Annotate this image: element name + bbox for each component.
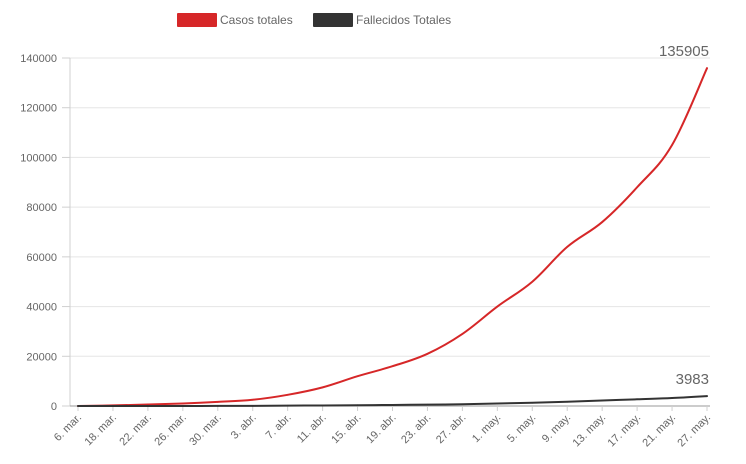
data-point [216, 401, 219, 403]
data-point [321, 386, 324, 389]
x-tick-label: 6. mar. [52, 412, 84, 444]
data-point [636, 186, 638, 189]
x-tick-label: 19. abr. [364, 412, 398, 446]
y-tick-label: 0 [51, 401, 57, 413]
data-point [531, 401, 534, 404]
grid [70, 57, 710, 407]
x-tick-label: 11. abr. [295, 412, 329, 446]
data-point [147, 403, 149, 406]
data-point [601, 399, 603, 402]
x-tick-label: 17. may. [605, 412, 643, 450]
data-point [182, 402, 184, 405]
data-point [356, 375, 359, 377]
data-point [566, 246, 569, 248]
data-point [251, 398, 254, 401]
data-point [671, 397, 673, 399]
data-point [182, 405, 184, 407]
data-point [461, 403, 464, 406]
axes: 0 20000 40000 60000 80000 100000 120000 140000 6… [20, 53, 713, 449]
data-point [112, 405, 114, 407]
data-point [426, 353, 429, 355]
x-tick-label: 30. mar. [187, 412, 224, 449]
data-point [356, 404, 359, 407]
end-value-label-0: 135905 [659, 43, 709, 60]
legend-swatch-0 [177, 13, 217, 27]
x-tick-label: 1. may. [470, 412, 503, 445]
data-point [461, 333, 464, 335]
data-point [706, 395, 708, 397]
data-point [601, 221, 603, 223]
data-point [391, 365, 394, 368]
y-tick-label: 40000 [26, 302, 57, 314]
x-tick-label: 13. may. [571, 412, 609, 450]
x-tick-label: 3. abr. [229, 412, 259, 442]
x-tick-label: 18. mar. [82, 412, 119, 449]
y-tick-label: 120000 [20, 103, 57, 115]
data-point [286, 404, 289, 407]
legend-swatch-1 [313, 13, 353, 27]
data-point [251, 405, 254, 407]
y-tick-label: 20000 [26, 351, 57, 363]
data-point [426, 403, 429, 406]
data-point [147, 405, 149, 407]
data-point [496, 305, 499, 308]
y-tick-label: 60000 [26, 252, 57, 264]
y-tick-label: 140000 [20, 53, 57, 65]
end-value-label-1: 3983 [676, 371, 709, 388]
x-tick-label: 7. abr. [264, 412, 294, 442]
y-tick-label: 100000 [20, 152, 57, 164]
data-point [636, 398, 638, 401]
end-labels: 135905 3983 [659, 43, 709, 388]
data-point [566, 400, 569, 403]
data-point [77, 405, 79, 407]
data-point [496, 402, 499, 405]
legend: Casos totales Fallecidos Totales [177, 13, 451, 27]
x-tick-label: 26. mar. [152, 412, 189, 449]
series-lines [77, 67, 708, 407]
data-point [391, 404, 394, 406]
x-tick-label: 27. abr. [434, 412, 468, 446]
legend-label-1: Fallecidos Totales [356, 13, 451, 27]
data-point [671, 144, 673, 146]
data-point [321, 404, 324, 407]
x-tick-label: 5. may. [505, 412, 538, 445]
data-point [531, 280, 534, 283]
x-tick-label: 27. may. [675, 412, 713, 450]
x-tick-label: 21. may. [640, 412, 678, 450]
data-point [216, 405, 219, 407]
x-tick-label: 22. mar. [117, 412, 154, 449]
y-tick-label: 80000 [26, 202, 57, 214]
x-tick-label: 15. abr. [329, 412, 363, 446]
x-tick-label: 9. may. [540, 412, 573, 445]
x-tick-label: 23. abr. [399, 412, 433, 446]
data-point [706, 67, 708, 69]
series-line-0 [77, 67, 708, 407]
data-point [286, 394, 289, 396]
legend-label-0: Casos totales [220, 13, 293, 27]
